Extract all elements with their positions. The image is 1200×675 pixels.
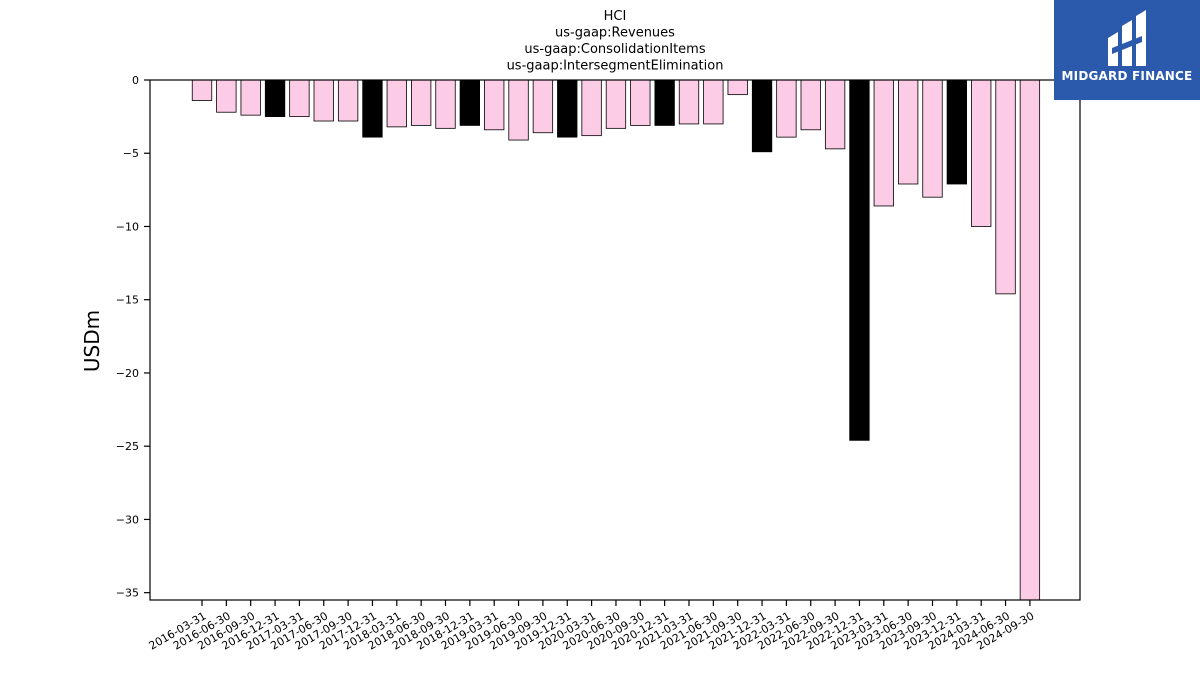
- bar-2018-12-31: [459, 79, 481, 126]
- y-tick-label: −25: [116, 440, 139, 453]
- bar-2024-06-30: [995, 79, 1016, 295]
- chart-title-line: us-gaap:IntersegmentElimination: [507, 59, 724, 74]
- bar-2021-09-30: [727, 79, 748, 96]
- chart-title-line: HCI: [604, 9, 627, 24]
- bar-2023-09-30: [922, 79, 943, 198]
- y-tick-label: −35: [116, 587, 139, 600]
- logo-mark-icon: [1108, 10, 1146, 66]
- bar-2016-09-30: [240, 79, 261, 116]
- bar-2023-12-31: [946, 79, 967, 185]
- brand-logo: MIDGARD FINANCE: [1054, 0, 1200, 100]
- bar-2017-03-31: [289, 79, 310, 118]
- bar-2018-06-30: [410, 79, 432, 126]
- bar-2019-09-30: [532, 79, 554, 134]
- bar-2018-03-31: [386, 79, 407, 128]
- y-tick-label: −10: [116, 220, 139, 233]
- bar-2020-09-30: [630, 79, 651, 126]
- bar-2021-03-31: [678, 79, 700, 125]
- logo-text: MIDGARD FINANCE: [1061, 69, 1193, 83]
- bar-2016-03-31: [191, 79, 213, 101]
- bar-2019-06-30: [508, 79, 529, 141]
- y-tick-label: −20: [116, 367, 139, 380]
- y-tick-label: −30: [116, 513, 139, 526]
- bar-2017-09-30: [337, 79, 359, 122]
- y-tick-label: −5: [123, 147, 139, 160]
- bar-2020-06-30: [605, 79, 627, 129]
- bar-2017-12-31: [362, 79, 383, 138]
- y-axis: 0 −5 −10 −15 −20 −25 −30 −35: [116, 74, 150, 600]
- bar-2023-03-31: [873, 79, 894, 207]
- bar-2019-03-31: [484, 79, 505, 131]
- bar-2016-06-30: [216, 79, 237, 113]
- chart-title-line: us-gaap:ConsolidationItems: [524, 42, 705, 57]
- y-tick-label: −15: [116, 294, 139, 307]
- bar-2021-12-31: [751, 79, 773, 153]
- chart-title: HCI us-gaap:Revenuesus-gaap:Consolidation…: [507, 9, 724, 74]
- bar-2024-03-31: [971, 79, 992, 227]
- bar-2022-12-31: [849, 79, 870, 441]
- x-axis: 2016-03-312016-06-302016-09-302016-12-31…: [147, 600, 1036, 653]
- bar-2019-12-31: [557, 79, 578, 138]
- bar-2024-09-30: [1019, 79, 1041, 601]
- y-tick-label: 0: [132, 74, 139, 87]
- bar-2018-09-30: [435, 79, 456, 129]
- bar-2022-09-30: [824, 79, 846, 150]
- bar-2017-06-30: [313, 79, 334, 122]
- bar-2020-12-31: [654, 79, 675, 126]
- bars: [191, 79, 1041, 601]
- bar-2022-03-31: [776, 79, 797, 138]
- bar-2023-06-30: [898, 79, 919, 185]
- bar-2016-12-31: [264, 79, 286, 118]
- bar-2021-06-30: [703, 79, 724, 125]
- chart-title-line: us-gaap:Revenues: [555, 26, 675, 41]
- plot-frame: [149, 79, 1081, 601]
- bar-2020-03-31: [581, 79, 602, 137]
- bar-2022-06-30: [800, 79, 821, 131]
- y-axis-label: USDm: [80, 310, 104, 372]
